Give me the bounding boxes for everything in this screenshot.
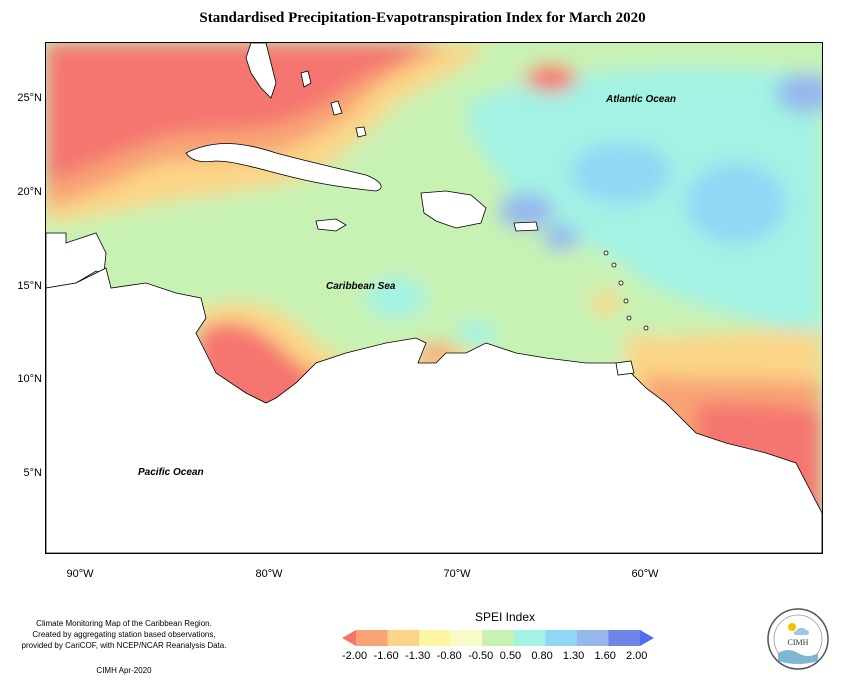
- legend-tick-label: -0.50: [468, 650, 494, 662]
- legend-ticks: -2.00 -1.60 -1.30 -0.80 -0.50 0.50 0.80 1.30 1.6…: [340, 650, 670, 664]
- legend-tick-label: 1.30: [562, 650, 585, 662]
- credit-line: Created by aggregating station based obs…: [32, 630, 216, 639]
- legend-swatch: [356, 630, 389, 646]
- legend-swatch: [513, 630, 546, 646]
- lat-label-15n: 15°N: [17, 280, 42, 292]
- map-panel: [45, 42, 823, 554]
- lon-label-70w: 70°W: [443, 568, 471, 580]
- legend-tick-label: -1.60: [373, 650, 399, 662]
- lon-label-90w: 90°W: [66, 568, 94, 580]
- legend-swatch: [576, 630, 609, 646]
- lat-label-25n: 25°N: [17, 92, 42, 104]
- legend-swatch: [450, 630, 483, 646]
- lon-label-60w: 60°W: [631, 568, 659, 580]
- lat-label-5n: 5°N: [23, 467, 42, 479]
- legend-arrow-high: [640, 630, 654, 646]
- credit-text: Climate Monitoring Map of the Caribbean …: [14, 618, 234, 651]
- lat-label-10n: 10°N: [17, 373, 42, 385]
- map-title: Standardised Precipitation-Evapotranspir…: [199, 10, 646, 26]
- pacific-ocean-label: Pacific Ocean: [138, 467, 204, 478]
- spei-map: [46, 43, 822, 553]
- legend-tick-label: 2.00: [626, 650, 648, 662]
- credit-line: provided by CariCOF, with NCEP/NCAR Rean…: [21, 641, 227, 650]
- land-masses: [46, 43, 822, 553]
- legend-swatch: [419, 630, 452, 646]
- sun-cloud-icon: [788, 623, 809, 635]
- legend-arrow-low: [342, 630, 356, 646]
- lat-label-20n: 20°N: [17, 186, 42, 198]
- logo-text: CIMH: [788, 638, 809, 647]
- legend-tick-label: -0.80: [436, 650, 462, 662]
- legend-swatch: [482, 630, 515, 646]
- credit-date: CIMH Apr-2020: [96, 666, 152, 675]
- legend-colorbar: [342, 630, 654, 646]
- lon-label-80w: 80°W: [255, 568, 283, 580]
- caribbean-sea-label: Caribbean Sea: [326, 281, 396, 292]
- legend-title: SPEI Index: [474, 610, 536, 624]
- credit-line: Climate Monitoring Map of the Caribbean …: [36, 619, 212, 628]
- legend-swatch: [608, 630, 641, 646]
- legend-tick-label: 0.80: [531, 650, 553, 662]
- legend-swatch: [387, 630, 420, 646]
- legend-tick-label: -2.00: [342, 650, 368, 662]
- legend-tick-label: -1.30: [405, 650, 431, 662]
- cimh-logo: CIMH: [767, 608, 829, 670]
- atlantic-ocean-label: Atlantic Ocean: [606, 94, 677, 105]
- legend-swatch: [545, 630, 578, 646]
- legend-tick-label: 1.60: [594, 650, 616, 662]
- legend-tick-label: 0.50: [499, 650, 522, 662]
